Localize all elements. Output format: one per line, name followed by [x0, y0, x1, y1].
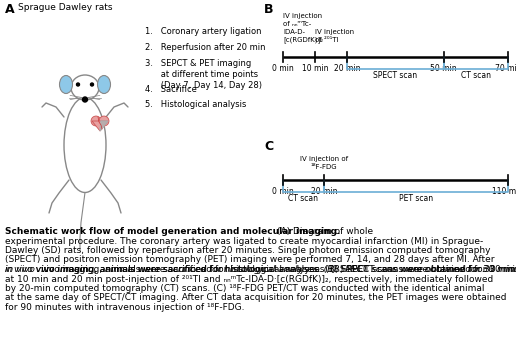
Text: SPECT scan: SPECT scan [374, 71, 417, 80]
Text: vivo vivo imaging, animals were sacrificed for histological analyses. (B) SPECT : vivo vivo imaging, animals were sacrific… [14, 265, 516, 274]
Text: 50 min: 50 min [430, 64, 457, 73]
Circle shape [83, 97, 88, 102]
Circle shape [101, 121, 105, 125]
Text: B: B [264, 3, 273, 16]
Text: IV injection: IV injection [283, 13, 322, 19]
Text: C: C [264, 140, 273, 153]
Text: 0 min: 0 min [272, 187, 294, 196]
Text: 4.   Sacrifice: 4. Sacrifice [145, 85, 197, 94]
Text: PET scan: PET scan [399, 194, 433, 203]
Ellipse shape [98, 76, 110, 93]
Text: Schematic work flow of model generation and molecular imaging.: Schematic work flow of model generation … [5, 227, 341, 236]
Text: 0 min: 0 min [272, 64, 294, 73]
Text: of ²⁰¹Tl: of ²⁰¹Tl [315, 37, 339, 43]
Text: CT scan: CT scan [288, 194, 318, 203]
Text: 10 min: 10 min [302, 64, 328, 73]
Text: experimental procedure. The coronary artery was ligated to create myocardial inf: experimental procedure. The coronary art… [5, 236, 483, 246]
Text: for 90 minutes with intravenous injection of ¹⁸F-FDG.: for 90 minutes with intravenous injectio… [5, 303, 245, 312]
Ellipse shape [59, 76, 73, 93]
Polygon shape [92, 121, 108, 131]
Text: at the same day of SPECT/CT imaging. After CT data acquisition for 20 minutes, t: at the same day of SPECT/CT imaging. Aft… [5, 294, 507, 302]
Circle shape [91, 116, 101, 126]
Circle shape [76, 83, 79, 86]
Text: by 20-min computed tomography (CT) scans. (C) ¹⁸F-FDG PET/CT was conducted with : by 20-min computed tomography (CT) scans… [5, 284, 485, 293]
Text: Sprague Dawley rats: Sprague Dawley rats [18, 3, 112, 12]
Text: IDA-D-: IDA-D- [283, 29, 305, 35]
Text: 1.   Coronary artery ligation: 1. Coronary artery ligation [145, 27, 262, 36]
Text: IV injection of: IV injection of [300, 156, 348, 162]
Text: 110 min: 110 min [492, 187, 516, 196]
Text: (SPECT) and positron emission tomography (PET) imaging were performed 7, 14, and: (SPECT) and positron emission tomography… [5, 256, 494, 264]
Text: IV injection: IV injection [315, 29, 354, 35]
Text: ¹⁸F-FDG: ¹⁸F-FDG [311, 164, 337, 170]
Text: 3.   SEPCT & PET imaging
      at different time points
      (Day 7, Day 14, Da: 3. SEPCT & PET imaging at different time… [145, 59, 262, 90]
Circle shape [90, 83, 93, 86]
Text: A: A [5, 3, 14, 16]
Text: at 10 min and 20 min post-injection of ²⁰¹Tl and ₙₙᵐTc-IDA-D·[c(RGDfK)]₂, respec: at 10 min and 20 min post-injection of ²… [5, 274, 493, 284]
Text: (A) Diagram of whole: (A) Diagram of whole [277, 227, 373, 236]
Text: 5.   Histological analysis: 5. Histological analysis [145, 100, 246, 109]
Text: Dawley (SD) rats, followed by reperfusion after 20 minutes. Single photon emissi: Dawley (SD) rats, followed by reperfusio… [5, 246, 491, 255]
Text: of ₙₙᵐTc-: of ₙₙᵐTc- [283, 21, 311, 27]
Text: vivo imaging, animals were sacrificed for histological analyses. (B) SPECT scans: vivo imaging, animals were sacrificed fo… [38, 265, 516, 274]
Ellipse shape [64, 98, 106, 192]
Text: 2.   Reperfusion after 20 min: 2. Reperfusion after 20 min [145, 43, 266, 52]
Polygon shape [100, 121, 108, 131]
Text: [c(RGDfK)]₂: [c(RGDfK)]₂ [283, 36, 323, 43]
Text: 20 min: 20 min [334, 64, 361, 73]
Text: 20 min: 20 min [311, 187, 337, 196]
Text: in vivo: in vivo [5, 265, 35, 274]
Text: in: in [5, 265, 13, 274]
Circle shape [99, 116, 109, 126]
Text: 70 min: 70 min [495, 64, 516, 73]
Text: CT scan: CT scan [461, 71, 491, 80]
Text: vivo imaging, animals were sacrificed for histological analyses. (B) SPECT scans: vivo imaging, animals were sacrificed fo… [33, 265, 516, 274]
Ellipse shape [71, 75, 99, 100]
